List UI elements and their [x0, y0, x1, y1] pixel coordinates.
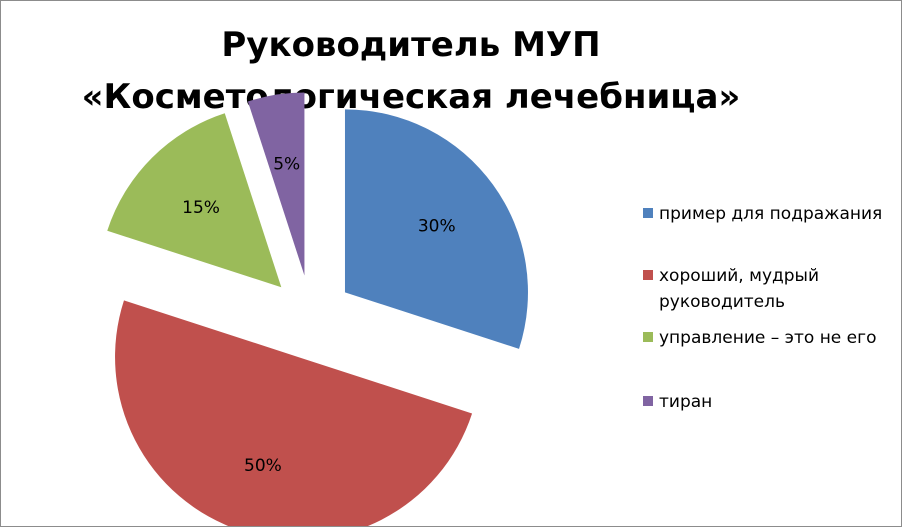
slice-data-label-4: 5%	[273, 154, 300, 174]
legend-item-1: пример для подражания	[643, 201, 893, 227]
legend-swatch	[643, 270, 653, 280]
legend-label: пример для подражания	[659, 204, 883, 224]
legend-item-3: управление – это не его	[643, 325, 893, 351]
legend-swatch	[643, 396, 653, 406]
slice-data-label-2: 50%	[244, 456, 282, 476]
legend-item-2: хороший, мудрый руководитель	[643, 263, 893, 315]
legend-item-4: тиран	[643, 389, 893, 415]
slice-data-label-1: 30%	[418, 217, 456, 237]
legend-label: тиран	[659, 392, 713, 412]
legend-swatch	[643, 332, 653, 342]
pie-slice-3	[107, 113, 282, 288]
pie-slice-2	[115, 300, 473, 526]
legend-swatch	[643, 208, 653, 218]
legend-label: управление – это не его	[659, 328, 877, 348]
legend-label: хороший, мудрый руководитель	[659, 266, 820, 312]
chart-title: Руководитель МУП «Косметологическая лече…	[81, 25, 741, 117]
slice-data-label-3: 15%	[182, 198, 220, 218]
pie-slice-4	[247, 92, 305, 276]
pie-slice-1	[344, 109, 528, 349]
